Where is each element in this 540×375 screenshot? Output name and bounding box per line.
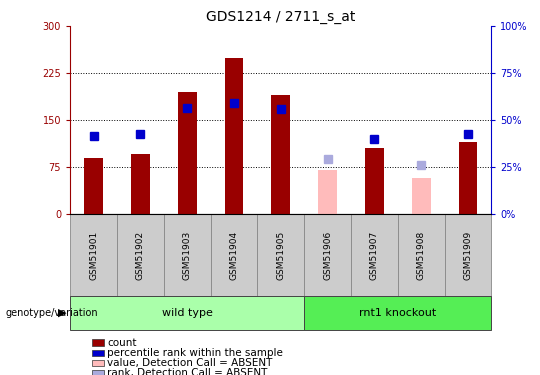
Bar [365, 148, 384, 214]
Bar [398, 214, 444, 296]
Text: ▶: ▶ [58, 308, 66, 318]
Text: GSM51903: GSM51903 [183, 230, 192, 280]
Bar [225, 57, 244, 214]
Bar [131, 154, 150, 214]
Text: rank, Detection Call = ABSENT: rank, Detection Call = ABSENT [107, 368, 267, 375]
Text: GSM51904: GSM51904 [230, 230, 239, 280]
Bar [84, 158, 103, 214]
Bar [178, 92, 197, 214]
Text: rnt1 knockout: rnt1 knockout [359, 308, 436, 318]
Text: GSM51906: GSM51906 [323, 230, 332, 280]
Bar [70, 214, 117, 296]
Text: percentile rank within the sample: percentile rank within the sample [107, 348, 283, 358]
Text: wild type: wild type [162, 308, 213, 318]
Text: genotype/variation: genotype/variation [5, 308, 98, 318]
Text: count: count [107, 338, 137, 348]
Text: GSM51905: GSM51905 [276, 230, 285, 280]
Bar [318, 170, 337, 214]
Text: GSM51909: GSM51909 [463, 230, 472, 280]
Bar [304, 296, 491, 330]
Bar [70, 296, 304, 330]
Bar [458, 142, 477, 214]
Bar [117, 214, 164, 296]
Bar [351, 214, 398, 296]
Text: GSM51907: GSM51907 [370, 230, 379, 280]
Bar [444, 214, 491, 296]
Bar [258, 214, 304, 296]
Bar [211, 214, 258, 296]
Bar [412, 177, 430, 214]
Text: GSM51902: GSM51902 [136, 230, 145, 280]
Title: GDS1214 / 2711_s_at: GDS1214 / 2711_s_at [206, 10, 355, 24]
Bar [272, 95, 290, 214]
Bar [304, 214, 351, 296]
Bar [164, 214, 211, 296]
Text: value, Detection Call = ABSENT: value, Detection Call = ABSENT [107, 358, 272, 368]
Text: GSM51908: GSM51908 [417, 230, 426, 280]
Text: GSM51901: GSM51901 [89, 230, 98, 280]
